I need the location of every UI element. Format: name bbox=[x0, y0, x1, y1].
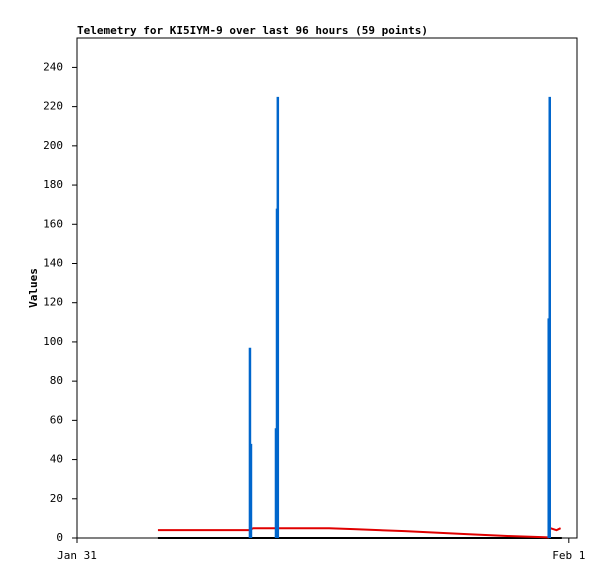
y-tick-label: 180 bbox=[43, 178, 63, 191]
y-tick-label: 220 bbox=[43, 100, 63, 113]
y-tick-label: 120 bbox=[43, 296, 63, 309]
y-tick-label: 0 bbox=[56, 531, 63, 544]
y-tick-label: 200 bbox=[43, 139, 63, 152]
y-axis-label: Values bbox=[27, 268, 40, 308]
chart-title: Telemetry for KI5IYM-9 over last 96 hour… bbox=[77, 24, 428, 37]
y-tick-label: 140 bbox=[43, 256, 63, 269]
y-tick-label: 240 bbox=[43, 60, 63, 73]
y-tick-label: 20 bbox=[50, 492, 63, 505]
y-tick-label: 80 bbox=[50, 374, 63, 387]
y-tick-label: 60 bbox=[50, 413, 63, 426]
y-tick-label: 160 bbox=[43, 217, 63, 230]
x-tick-label: Feb 1 bbox=[552, 549, 585, 562]
y-tick-label: 100 bbox=[43, 335, 63, 348]
x-tick-label: Jan 31 bbox=[57, 549, 97, 562]
y-tick-label: 40 bbox=[50, 453, 63, 466]
